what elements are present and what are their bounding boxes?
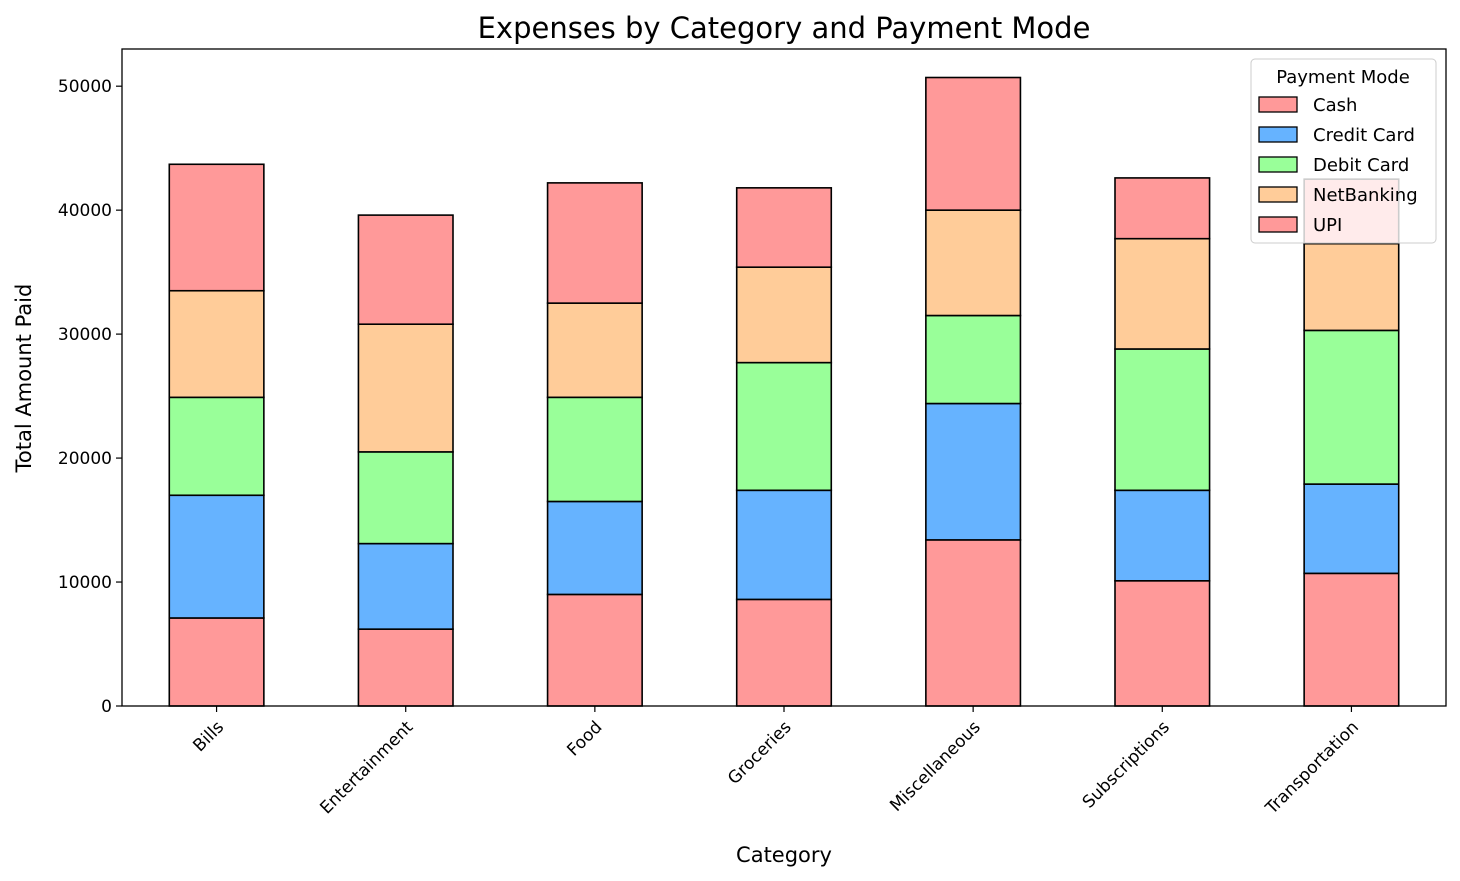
bar-segment-upi-entertainment [357,214,454,325]
legend-swatch-netbanking [1258,186,1298,203]
bar-segment-cash-entertainment [357,628,454,707]
legend-label-debit-card: Debit Card [1313,155,1409,176]
y-tick-label: 40000 [58,201,112,221]
bar-segment-upi-miscellaneous [925,76,1022,211]
legend-swatch-credit-card [1258,126,1298,143]
legend: Payment Mode Cash Credit Card Debit Card Ne… [1250,58,1437,244]
bar-segment-credit-card-miscellaneous [925,402,1022,541]
x-axis-label: Category [736,843,832,867]
bar-segment-netbanking-transportation [1303,242,1400,332]
bar-segment-netbanking-groceries [735,266,833,364]
bar-segment-debit-card-bills [168,396,265,497]
bar-segment-debit-card-subscriptions [1114,348,1211,492]
bar-segment-credit-card-food [546,500,643,596]
y-axis: 0 10000 20000 30000 40000 50000 [58,77,122,717]
bar-segment-upi-subscriptions [1114,177,1211,240]
bar-segment-netbanking-bills [168,289,265,399]
bar-segment-debit-card-food [546,396,643,503]
legend-label-upi: UPI [1313,215,1342,236]
y-tick-label: 30000 [58,325,112,345]
bar-segment-upi-groceries [735,187,833,268]
y-axis-label: Total Amount Paid [12,284,36,474]
legend-swatch-upi [1258,216,1298,233]
bar-segment-cash-food [546,593,643,707]
y-tick-label: 0 [101,697,112,717]
bar-segment-cash-transportation [1303,572,1400,707]
bars-layer [168,76,1400,707]
bar-segment-credit-card-subscriptions [1114,489,1211,582]
y-tick-label: 20000 [58,449,112,469]
legend-label-netbanking: NetBanking [1313,185,1418,206]
bar-segment-credit-card-transportation [1303,483,1400,575]
bar-segment-netbanking-entertainment [357,323,454,453]
y-tick-label: 50000 [58,77,112,97]
legend-swatch-cash [1258,96,1298,113]
bar-segment-debit-card-transportation [1303,329,1400,485]
legend-title: Payment Mode [1276,67,1410,88]
legend-swatch-debit-card [1258,156,1298,173]
bar-segment-debit-card-entertainment [357,451,454,545]
chart-title: Expenses by Category and Payment Mode [478,11,1091,45]
legend-label-credit-card: Credit Card [1313,125,1415,146]
bar-segment-cash-groceries [735,598,833,707]
bar-segment-netbanking-subscriptions [1114,237,1211,350]
bar-segment-cash-subscriptions [1114,579,1211,707]
bar-segment-credit-card-entertainment [357,542,454,630]
bar-segment-upi-bills [168,163,265,292]
bar-segment-debit-card-groceries [735,361,833,492]
legend-items: Cash Credit Card Debit Card NetBanking UPI [1258,95,1418,236]
bar-segment-debit-card-miscellaneous [925,314,1022,405]
bar-segment-netbanking-miscellaneous [925,209,1022,317]
bar-segment-credit-card-bills [168,494,265,619]
bar-segment-credit-card-groceries [735,489,833,601]
bar-segment-cash-miscellaneous [925,539,1022,707]
bar-segment-netbanking-food [546,302,643,399]
y-tick-label: 10000 [58,573,112,593]
bar-segment-cash-bills [168,617,265,707]
legend-label-cash: Cash [1313,95,1357,116]
bar-segment-upi-food [546,182,643,304]
